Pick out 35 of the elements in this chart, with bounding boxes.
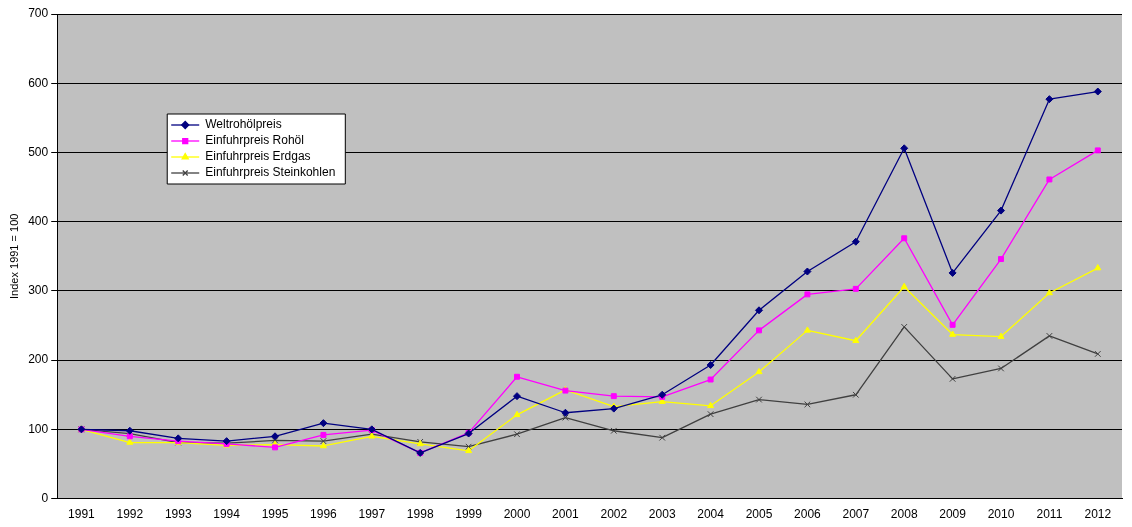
y-tick-label: 0 — [41, 490, 49, 505]
x-tick-label: 1991 — [68, 507, 96, 522]
x-tick-label: 1996 — [310, 507, 338, 522]
x-tick-label: 1992 — [116, 507, 144, 522]
y-tick-label: 500 — [28, 144, 49, 159]
x-tick-label: 2005 — [745, 507, 773, 522]
x-tick-label: 2004 — [697, 507, 725, 522]
y-tick-label: 300 — [28, 283, 49, 298]
x-tick-label: 2008 — [890, 507, 918, 522]
y-tick-label: 400 — [28, 214, 49, 228]
legend-label: Einfuhrpreis Erdgas — [205, 149, 311, 164]
x-tick-label: 2012 — [1084, 507, 1112, 522]
x-tick-label: 2007 — [842, 507, 870, 522]
x-tick-label: 1997 — [358, 507, 386, 522]
x-tick-label: 2003 — [648, 507, 676, 522]
legend-label: Einfuhrpreis Steinkohlen — [205, 165, 336, 180]
x-tick-label: 2006 — [794, 507, 822, 522]
x-tick-label: 2002 — [600, 507, 628, 522]
x-tick-label: 2001 — [552, 507, 580, 522]
y-tick-label: 700 — [28, 6, 49, 21]
x-tick-label: 1998 — [406, 507, 434, 522]
x-tick-label: 2010 — [987, 507, 1015, 522]
x-tick-label: 1993 — [164, 507, 192, 522]
legend-label: Einfuhrpreis Rohöl — [205, 133, 304, 148]
y-axis-title: Index 1991 = 100 — [7, 213, 20, 299]
legend-label: Weltrohölpreis — [205, 117, 282, 132]
x-tick-label: 2009 — [939, 507, 967, 522]
x-tick-label: 2011 — [1036, 507, 1063, 522]
y-tick-label: 200 — [28, 352, 49, 367]
x-tick-label: 1999 — [455, 507, 483, 522]
y-tick-label: 600 — [28, 75, 49, 90]
y-tick-label: 100 — [28, 421, 49, 436]
x-tick-label: 1994 — [213, 507, 241, 522]
x-tick-label: 1995 — [261, 507, 289, 522]
x-tick-label: 2000 — [503, 507, 531, 522]
